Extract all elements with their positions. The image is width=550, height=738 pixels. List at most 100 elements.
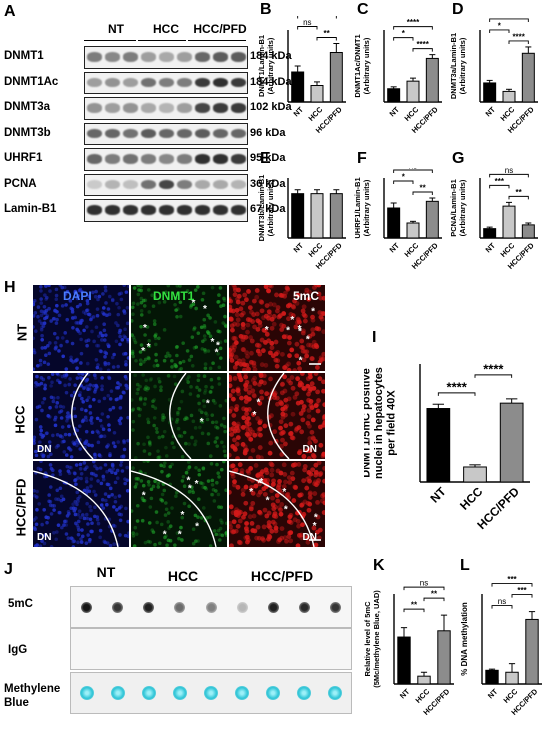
nucleus <box>138 407 143 412</box>
nucleus <box>95 429 100 434</box>
nucleus <box>292 484 298 490</box>
nucleus <box>156 482 160 486</box>
bar-c-2 <box>425 57 439 103</box>
nucleus <box>40 400 45 405</box>
nucleus <box>131 301 136 306</box>
nucleus <box>96 521 101 526</box>
nucleus <box>46 414 51 418</box>
nucleus <box>67 382 72 387</box>
nucleus <box>222 424 227 429</box>
nucleus <box>280 437 285 443</box>
nucleus <box>219 304 223 309</box>
nucleus <box>113 444 117 449</box>
nucleus <box>246 289 251 294</box>
nucleus <box>202 374 207 379</box>
blot-band <box>104 205 120 215</box>
nucleus <box>74 463 79 467</box>
nucleus <box>249 484 254 490</box>
nucleus <box>201 466 206 471</box>
nucleus <box>203 391 207 395</box>
nucleus <box>240 487 246 493</box>
nucleus <box>157 336 161 341</box>
nucleus <box>321 422 325 428</box>
nucleus <box>253 483 259 489</box>
nucleus <box>204 487 209 491</box>
nucleus <box>286 340 292 346</box>
nodule-outline <box>33 470 119 547</box>
nucleus <box>35 489 39 494</box>
nucleus <box>180 479 185 483</box>
nucleus <box>289 347 295 353</box>
nucleus <box>103 288 108 293</box>
nucleus <box>174 308 178 312</box>
nucleus <box>217 365 222 370</box>
nucleus <box>216 471 220 475</box>
nucleus <box>101 306 106 310</box>
nucleus <box>300 407 306 413</box>
blot-band <box>140 205 156 215</box>
nucleus <box>274 493 280 498</box>
nucleus <box>36 314 40 319</box>
nucleus <box>48 405 52 410</box>
bar-d-1 <box>502 90 516 103</box>
y-axis-label-line: Relative level of 5mC <box>364 601 372 677</box>
nucleus <box>196 378 201 383</box>
nucleus <box>142 347 147 352</box>
nucleus <box>76 519 81 524</box>
nucleus <box>221 321 226 325</box>
asterisk-marker: * <box>200 417 204 428</box>
nucleus <box>112 505 116 509</box>
nucleus <box>259 308 265 314</box>
nucleus <box>240 310 246 316</box>
nucleus <box>80 373 85 376</box>
panel-label-f: F <box>357 150 367 167</box>
nucleus <box>253 463 259 468</box>
nucleus <box>297 366 302 371</box>
nucleus <box>219 423 224 427</box>
nucleus <box>106 307 111 311</box>
nucleus <box>90 443 94 448</box>
nucleus <box>54 287 59 292</box>
bar-l-2 <box>525 618 539 685</box>
nucleus <box>210 492 215 497</box>
nucleus <box>251 298 257 304</box>
nucleus <box>167 397 172 402</box>
nodule-outline <box>267 373 290 459</box>
nucleus <box>247 426 253 432</box>
nucleus <box>269 488 275 494</box>
nucleus <box>119 463 123 467</box>
nucleus <box>93 505 97 510</box>
nucleus <box>72 406 77 411</box>
nucleus <box>122 285 126 287</box>
nucleus <box>195 385 199 390</box>
significance-label: * <box>402 29 406 38</box>
nucleus <box>52 316 57 321</box>
nucleus <box>272 511 278 517</box>
nucleus <box>131 509 134 513</box>
blot-band <box>230 205 246 215</box>
significance-bracket <box>393 169 433 173</box>
nucleus <box>239 312 245 318</box>
nucleus <box>79 407 84 412</box>
nucleus <box>213 440 218 444</box>
significance-label: **** <box>416 40 429 49</box>
nucleus <box>131 407 136 412</box>
nucleus <box>117 512 122 517</box>
nucleus <box>38 362 43 367</box>
nucleus <box>232 364 238 370</box>
nucleus <box>257 489 263 495</box>
nucleus <box>270 502 276 508</box>
dot-spot <box>297 686 312 700</box>
nucleus <box>257 351 263 357</box>
nucleus <box>46 344 50 348</box>
nucleus <box>249 350 254 356</box>
nucleus <box>79 361 83 365</box>
nucleus <box>263 362 269 368</box>
nucleus <box>119 291 124 296</box>
nucleus <box>126 356 129 360</box>
nucleus <box>93 514 97 519</box>
panel-label-i: I <box>372 329 377 346</box>
blot-band <box>122 205 138 215</box>
category-label: NT <box>388 105 402 119</box>
nucleus <box>33 488 36 493</box>
